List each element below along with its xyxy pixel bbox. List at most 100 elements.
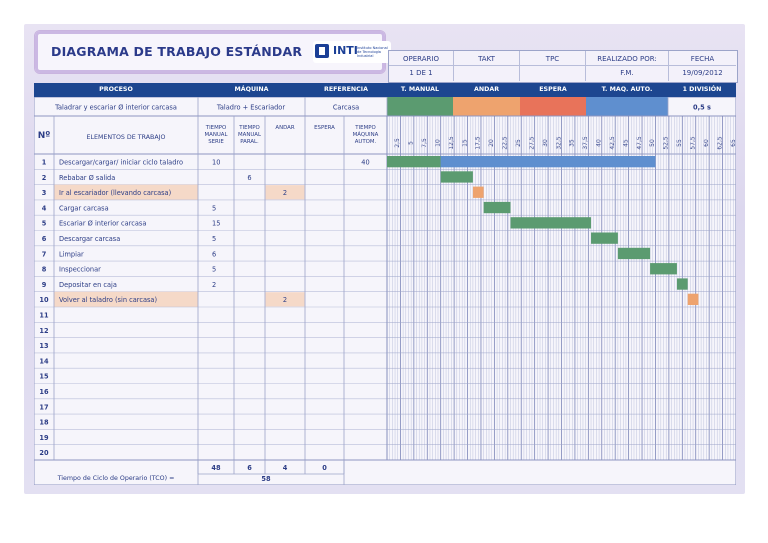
gantt-bar-t-manual [510, 217, 592, 229]
total-espera: 0 [322, 464, 327, 472]
col-n-header: Nº [38, 131, 51, 141]
gantt-bar-t-manual [591, 232, 618, 244]
inti-logo: INTI Instituto Nacional de Tecnología In… [313, 41, 391, 63]
row-number: 17 [39, 403, 49, 411]
row-number: 5 [42, 220, 47, 228]
row-tma-value: 40 [361, 159, 369, 167]
gantt-bar-t-manual [387, 156, 441, 168]
proceso-value: Taladrar y escariar Ø interior carcasa [54, 104, 177, 112]
page-title: DIAGRAMA DE TRABAJO ESTÁNDAR [51, 44, 303, 59]
row-number: 10 [39, 296, 49, 304]
gantt-bar-t-maq-auto [440, 156, 656, 168]
row-tms-value: 5 [212, 235, 216, 243]
row-tmp-value: 6 [247, 174, 251, 182]
title-box: DIAGRAMA DE TRABAJO ESTÁNDAR INTI Instit… [34, 30, 391, 74]
col-tma-header: TIEMPO MÁQUINA AUTOM. [353, 125, 379, 145]
row-number: 9 [42, 281, 47, 289]
bar-espera: ESPERA [539, 86, 567, 93]
row-element-label: Descargar/cargar/ iniciar ciclo taladro [59, 159, 183, 167]
bar-proceso: PROCESO [99, 86, 133, 93]
row-number: 20 [39, 449, 49, 457]
row-element-label: Cargar carcasa [59, 204, 109, 212]
tco-value: 58 [261, 475, 271, 483]
gantt-bar-andar [687, 293, 699, 305]
legend-band-espera [520, 97, 586, 116]
row-element-label: Rebabar Ø salida [59, 174, 115, 182]
row-andar-value: 2 [283, 189, 287, 197]
col-andar-header: ANDAR [275, 125, 294, 131]
row-highlight [54, 291, 198, 307]
row-tms-value: 5 [212, 204, 216, 212]
gantt-bar-t-manual [617, 247, 651, 260]
row-number: 19 [39, 434, 49, 442]
legend-band-t-manual [387, 97, 453, 116]
row-tms-value: 15 [212, 220, 220, 228]
fecha-value: 19/09/2012 [682, 69, 723, 77]
row-number: 18 [39, 419, 49, 427]
col-elementos-header: ELEMENTOS DE TRABAJO [87, 134, 166, 141]
operario-label: OPERARIO [403, 55, 439, 63]
row-number: 3 [42, 189, 47, 197]
referencia-value: Carcasa [333, 104, 359, 112]
bar-division: 1 DIVISIÓN [682, 86, 722, 93]
row-element-label: Inspeccionar [59, 266, 101, 274]
fecha-label: FECHA [690, 55, 715, 63]
row-tms-value: 2 [212, 281, 216, 289]
row-number: 12 [39, 327, 49, 335]
row-element-label: Ir al escariador (llevando carcasa) [59, 189, 171, 197]
andar-highlight [265, 292, 305, 307]
row-andar-value: 2 [283, 296, 287, 304]
logo-subtitle: Instituto Nacional de Tecnología Industr… [357, 46, 388, 58]
row-element-label: Escariar Ø interior carcasa [59, 220, 146, 228]
row-element-label: Volver al taladro (sin carcasa) [59, 296, 157, 304]
header-info-box [388, 50, 738, 83]
row-number: 4 [42, 204, 47, 212]
total-andar: 4 [283, 464, 288, 472]
total-tms: 48 [211, 464, 221, 472]
logo-name: INTI [333, 44, 358, 57]
division-value: 0,5 s [693, 104, 711, 112]
bar-maquina: MÁQUINA [234, 86, 269, 93]
row-number: 1 [42, 159, 47, 167]
row-element-label: Descargar carcasa [59, 235, 120, 243]
row-number: 15 [39, 373, 49, 381]
row-number: 14 [39, 357, 49, 365]
row-tms-value: 10 [212, 159, 220, 167]
maquina-value: Taladro + Escariador [216, 104, 285, 112]
realizado-value: F.M. [620, 69, 634, 77]
table-frame [34, 97, 736, 485]
realizado-label: REALIZADO POR: [597, 55, 657, 63]
operario-value: 1 DE 1 [409, 69, 433, 77]
col-tms-header: TIEMPO MANUAL SERIE [204, 125, 227, 145]
row-element-label: Limpiar [59, 250, 84, 258]
legend-band-t-maq-auto [586, 97, 668, 116]
bar-t-maq-auto: T. MAQ. AUTO. [601, 86, 653, 93]
row-number: 2 [42, 174, 47, 182]
bar-andar: ANDAR [473, 86, 500, 93]
row-number: 8 [42, 266, 47, 274]
gantt-bar-t-manual [676, 278, 688, 290]
gantt-bar-t-manual [483, 201, 511, 214]
logo-mark-icon [315, 44, 329, 58]
row-number: 7 [42, 250, 47, 258]
row-element-label: Depositar en caja [59, 281, 117, 289]
col-espera-header: ESPERA [314, 125, 335, 131]
andar-highlight [265, 185, 305, 200]
work-diagram-table: Taladrar y escariar Ø interior carcasa Ta… [34, 97, 736, 485]
row-tms-value: 6 [212, 250, 216, 258]
gantt-bar-t-manual [440, 171, 473, 183]
tco-label: Tiempo de Ciclo de Operario (TCO) = [57, 475, 175, 482]
takt-label: TAKT [478, 55, 495, 63]
scale-label: 65 [730, 139, 736, 147]
tpc-label: TPC [545, 55, 560, 63]
row-number: 16 [39, 388, 49, 396]
section-header-bar [34, 83, 736, 97]
gantt-bar-andar [472, 186, 484, 198]
row-number: 11 [39, 312, 49, 320]
row-number: 6 [42, 235, 47, 243]
bar-referencia: REFERENCIA [323, 86, 368, 93]
total-tmp: 6 [247, 464, 252, 472]
gantt-bar-t-manual [650, 263, 677, 275]
row-tms-value: 5 [212, 266, 216, 274]
col-tmp-header: TIEMPO MANUAL PARAL. [238, 125, 261, 145]
